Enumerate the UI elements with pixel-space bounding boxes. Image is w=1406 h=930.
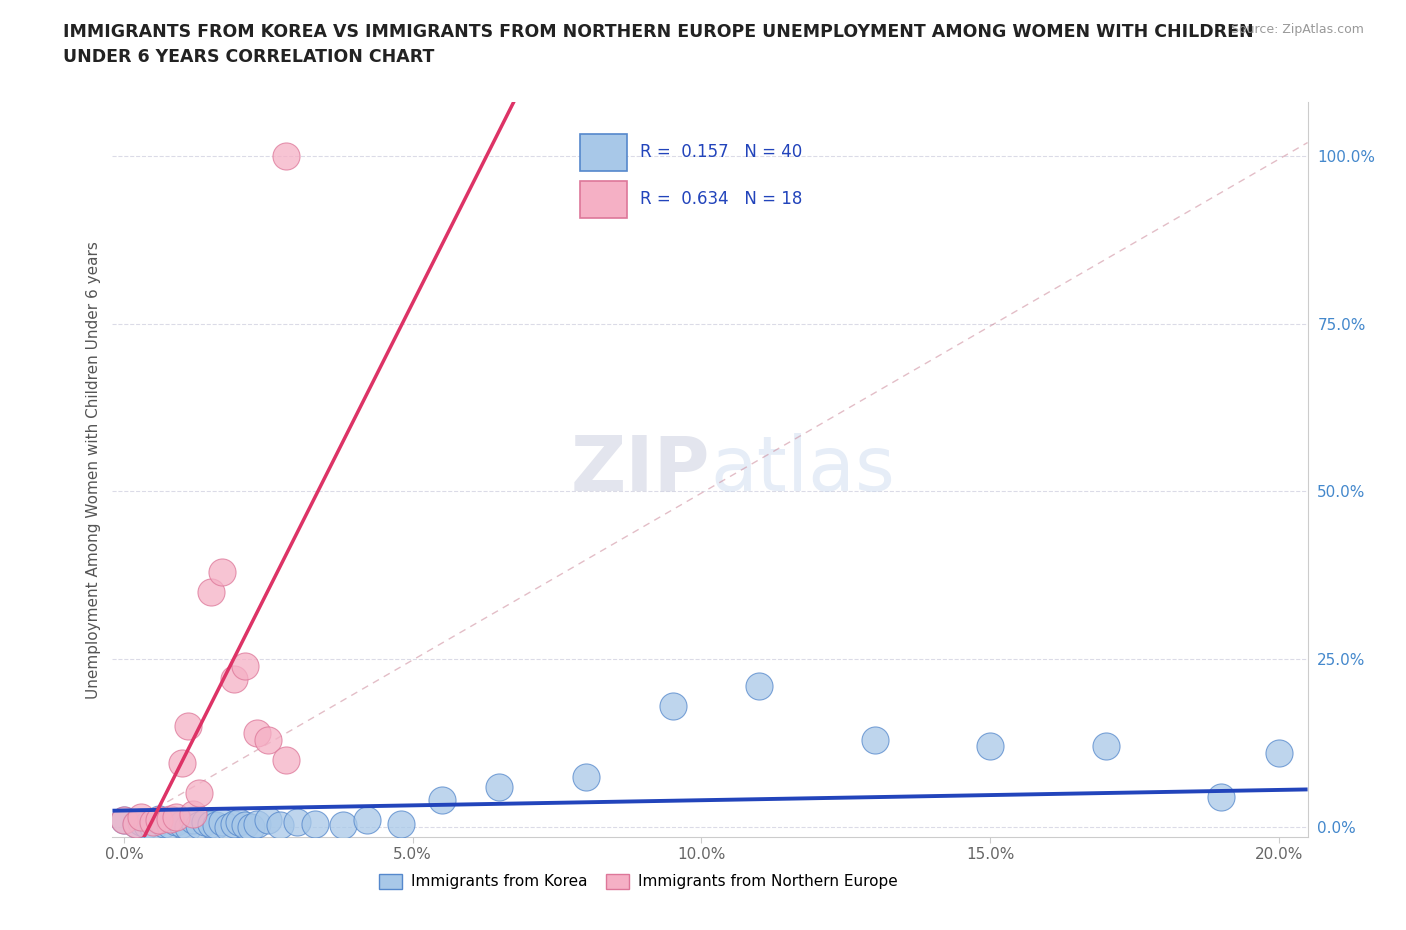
Text: UNDER 6 YEARS CORRELATION CHART: UNDER 6 YEARS CORRELATION CHART	[63, 48, 434, 66]
Point	[131, 809, 153, 824]
Point	[142, 819, 165, 834]
Text: ZIP: ZIP	[571, 432, 710, 507]
Point	[131, 814, 153, 829]
Legend: Immigrants from Korea, Immigrants from Northern Europe: Immigrants from Korea, Immigrants from N…	[373, 868, 904, 896]
Point	[153, 817, 176, 831]
Point	[124, 817, 146, 831]
Point	[205, 817, 228, 832]
Point	[332, 817, 354, 832]
Point	[233, 817, 256, 832]
Point	[748, 679, 770, 694]
Point	[170, 817, 193, 831]
Point	[1267, 746, 1289, 761]
Point	[148, 813, 170, 828]
Point	[979, 739, 1001, 754]
Point	[181, 806, 204, 821]
Point	[159, 817, 181, 832]
Y-axis label: Unemployment Among Women with Children Under 6 years: Unemployment Among Women with Children U…	[86, 241, 101, 698]
Point	[274, 752, 297, 767]
Point	[194, 815, 217, 830]
Point	[222, 671, 245, 686]
Point	[112, 813, 135, 828]
Point	[1209, 790, 1232, 804]
Point	[257, 813, 280, 828]
Point	[142, 814, 165, 829]
Text: IMMIGRANTS FROM KOREA VS IMMIGRANTS FROM NORTHERN EUROPE UNEMPLOYMENT AMONG WOME: IMMIGRANTS FROM KOREA VS IMMIGRANTS FROM…	[63, 23, 1254, 41]
Point	[228, 814, 250, 829]
Point	[575, 769, 598, 784]
Point	[274, 149, 297, 164]
Point	[257, 732, 280, 747]
Point	[176, 819, 198, 834]
Point	[200, 585, 222, 600]
Point	[246, 817, 269, 831]
Point	[148, 812, 170, 827]
Point	[222, 817, 245, 831]
Point	[176, 719, 198, 734]
Point	[188, 786, 211, 801]
Point	[863, 732, 886, 747]
Point	[246, 725, 269, 740]
Text: atlas: atlas	[710, 432, 894, 507]
Point	[233, 658, 256, 673]
Point	[285, 814, 308, 829]
Point	[124, 817, 146, 831]
Text: Source: ZipAtlas.com: Source: ZipAtlas.com	[1230, 23, 1364, 36]
Point	[356, 813, 378, 828]
Point	[159, 812, 181, 827]
Point	[165, 809, 187, 824]
Point	[389, 817, 412, 831]
Point	[136, 817, 159, 832]
Point	[170, 756, 193, 771]
Point	[200, 817, 222, 831]
Point	[112, 813, 135, 828]
Point	[181, 813, 204, 828]
Point	[304, 817, 326, 831]
Point	[217, 819, 239, 834]
Point	[488, 779, 510, 794]
Point	[430, 792, 453, 807]
Point	[188, 817, 211, 832]
Point	[240, 819, 263, 834]
Point	[211, 814, 233, 829]
Point	[211, 565, 233, 579]
Point	[165, 814, 187, 829]
Point	[269, 817, 291, 832]
Point	[1094, 739, 1116, 754]
Point	[661, 698, 683, 713]
